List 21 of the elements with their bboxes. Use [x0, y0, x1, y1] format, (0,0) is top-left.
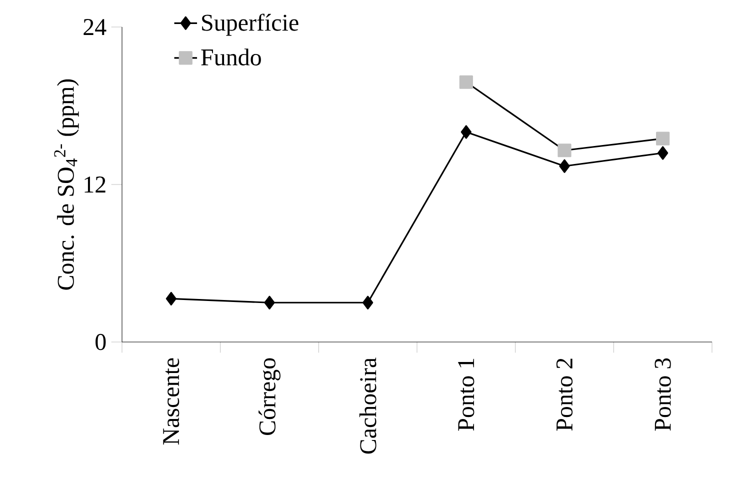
- y-tick-label: 24: [84, 19, 106, 35]
- x-tick-label: Nascente: [163, 358, 180, 445]
- point: [460, 125, 472, 139]
- y-axis-title: Conc. de SO$_{4}$$^{2-}$ (ppm): [54, 79, 79, 290]
- legend-label: Fundo: [201, 48, 261, 66]
- y-tick-label: 0: [96, 334, 106, 350]
- point: [558, 144, 572, 158]
- x-tick-label: Cachoeira: [359, 358, 376, 454]
- y-tick-label: 12: [84, 176, 106, 192]
- point: [656, 132, 670, 146]
- x-tick-label: Ponto 2: [556, 358, 573, 431]
- x-tick-label: Ponto 1: [458, 358, 474, 431]
- point: [166, 292, 176, 306]
- x-tick-label: Córrego: [258, 358, 280, 436]
- point: [559, 159, 570, 173]
- point: [264, 296, 275, 310]
- legend-label: Superfície: [202, 14, 298, 36]
- x-tick-label: Ponto 3: [654, 358, 671, 431]
- point: [658, 146, 668, 160]
- point: [459, 75, 473, 89]
- point: [362, 296, 374, 310]
